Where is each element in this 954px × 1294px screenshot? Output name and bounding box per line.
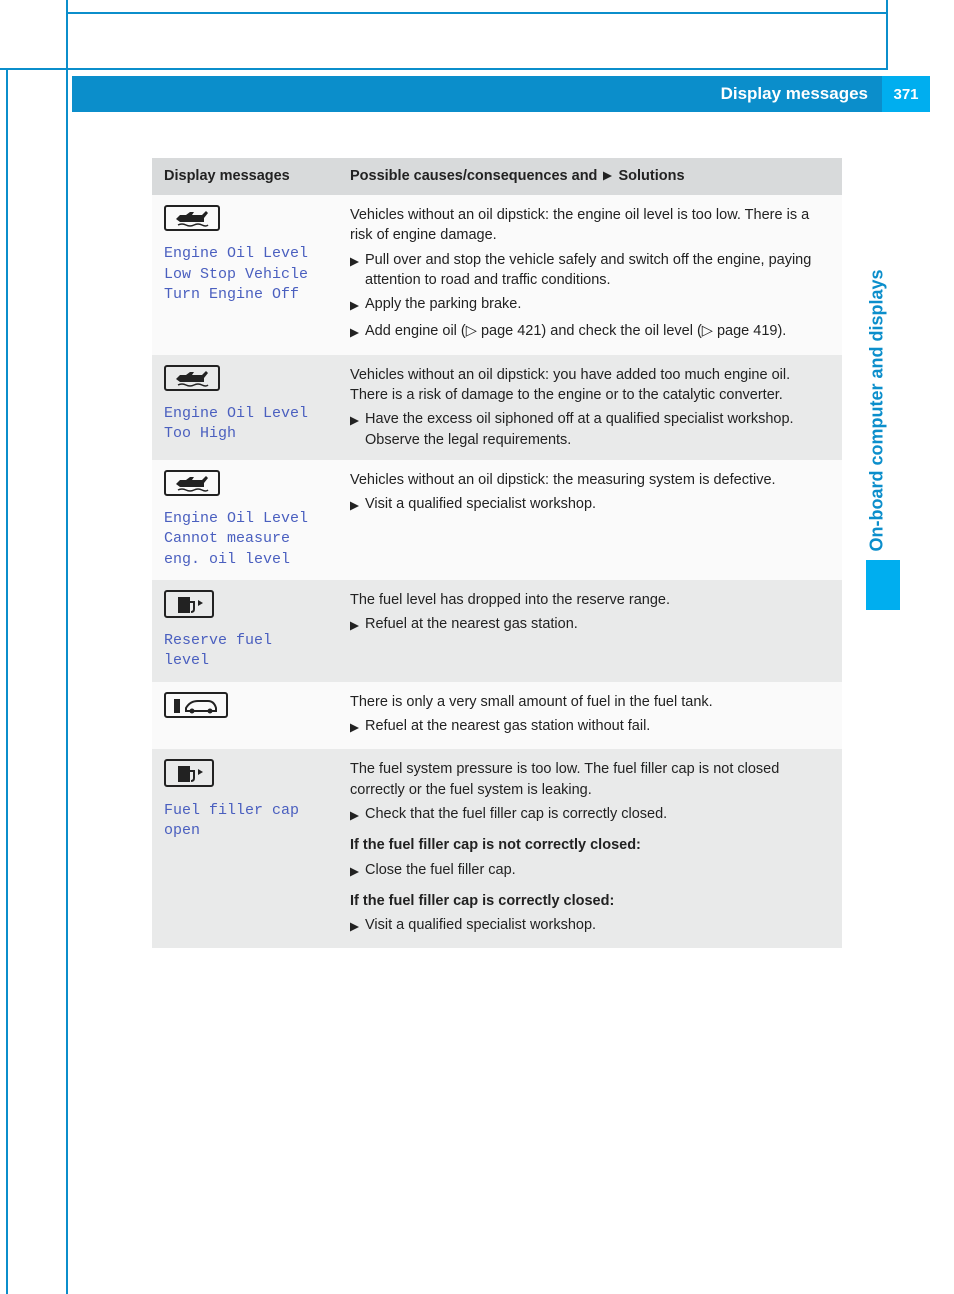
decor-line — [66, 0, 68, 1294]
solution-cell: The fuel level has dropped into the rese… — [338, 580, 842, 682]
solution-bullet-text: Pull over and stop the vehicle safely an… — [365, 250, 830, 291]
triangle-icon — [350, 494, 359, 517]
solution-intro: Vehicles without an oil dipstick: the en… — [350, 205, 830, 246]
decor-line — [66, 12, 886, 14]
warning-icon — [164, 590, 214, 618]
warning-icon — [164, 470, 220, 496]
solution-cell: Vehicles without an oil dipstick: the me… — [338, 460, 842, 580]
solution-cell: The fuel system pressure is too low. The… — [338, 749, 842, 948]
display-message-cell: Fuel filler cap open — [152, 749, 338, 948]
solution-cell: There is only a very small amount of fue… — [338, 682, 842, 750]
solution-bullet: Have the excess oil siphoned off at a qu… — [350, 409, 830, 450]
display-message-text: Engine Oil Level Too High — [164, 404, 326, 445]
header-title: Display messages — [721, 84, 882, 104]
triangle-icon — [350, 860, 359, 883]
header-band: Display messages — [72, 76, 882, 112]
triangle-icon — [350, 614, 359, 637]
messages-table: Display messages Possible causes/consequ… — [152, 158, 842, 948]
solution-intro: Vehicles without an oil dipstick: you ha… — [350, 365, 830, 406]
decor-line — [6, 70, 8, 1294]
solution-bullet: Close the fuel filler cap. — [350, 860, 830, 883]
col-header-solutions-prefix: Possible causes/consequences and — [350, 168, 597, 184]
solution-bullet: Apply the parking brake. — [350, 294, 830, 317]
solution-cell: Vehicles without an oil dipstick: the en… — [338, 195, 842, 355]
table-row: Fuel filler cap open The fuel system pres… — [152, 749, 842, 948]
triangle-icon — [350, 409, 359, 450]
solution-bullet: Check that the fuel filler cap is correc… — [350, 804, 830, 827]
solution-bullet: Visit a qualified specialist workshop. — [350, 494, 830, 517]
warning-icon — [164, 205, 220, 231]
warning-icon — [164, 692, 228, 718]
solution-bullet-text: Check that the fuel filler cap is correc… — [365, 804, 667, 827]
solution-intro: There is only a very small amount of fue… — [350, 692, 830, 712]
solution-bullet-text: Have the excess oil siphoned off at a qu… — [365, 409, 830, 450]
display-message-text: Reserve fuel level — [164, 631, 326, 672]
col-header-messages: Display messages — [152, 158, 338, 195]
col-header-solutions-suffix: Solutions — [618, 168, 684, 184]
page-number: 371 — [882, 76, 930, 112]
table-row: Engine Oil Level Low Stop Vehicle Turn E… — [152, 195, 842, 355]
solution-bullet: Refuel at the nearest gas station withou… — [350, 716, 830, 739]
display-message-text: Fuel filler cap open — [164, 801, 326, 842]
col-header-solutions: Possible causes/consequences and Solutio… — [338, 158, 842, 195]
solution-subheading: If the fuel filler cap is not correctly … — [350, 835, 830, 855]
solution-bullet-text: Visit a qualified specialist workshop. — [365, 915, 596, 938]
warning-icon — [164, 365, 220, 391]
side-tab-label: On-board computer and displays — [867, 269, 888, 551]
triangle-icon — [350, 716, 359, 739]
side-tab: On-board computer and displays — [862, 220, 892, 600]
warning-icon — [164, 759, 214, 787]
solution-intro: The fuel level has dropped into the rese… — [350, 590, 830, 610]
solution-bullet-text: Add engine oil (▷ page 421) and check th… — [365, 321, 786, 344]
table-row: Engine Oil Level Too High Vehicles withou… — [152, 355, 842, 460]
display-message-text: Engine Oil Level Low Stop Vehicle Turn E… — [164, 244, 326, 305]
display-message-cell: Engine Oil Level Cannot measure eng. oil… — [152, 460, 338, 580]
page-frame: Display messages 371 On-board computer a… — [0, 0, 954, 1294]
table-row: Engine Oil Level Cannot measure eng. oil… — [152, 460, 842, 580]
triangle-icon — [350, 915, 359, 938]
solution-bullet: Add engine oil (▷ page 421) and check th… — [350, 321, 830, 344]
solution-bullet-text: Visit a qualified specialist workshop. — [365, 494, 596, 517]
display-message-cell: Reserve fuel level — [152, 580, 338, 682]
solution-bullet-text: Refuel at the nearest gas station withou… — [365, 716, 650, 739]
solution-subheading: If the fuel filler cap is correctly clos… — [350, 891, 830, 911]
triangle-icon — [603, 169, 612, 185]
display-message-text: Engine Oil Level Cannot measure eng. oil… — [164, 509, 326, 570]
side-tab-marker — [866, 560, 900, 610]
display-message-cell: Engine Oil Level Too High — [152, 355, 338, 460]
solution-cell: Vehicles without an oil dipstick: you ha… — [338, 355, 842, 460]
solution-bullet: Pull over and stop the vehicle safely an… — [350, 250, 830, 291]
solution-bullet: Visit a qualified specialist workshop. — [350, 915, 830, 938]
triangle-icon — [350, 804, 359, 827]
decor-line — [0, 68, 886, 70]
display-message-cell — [152, 682, 338, 750]
triangle-icon — [350, 294, 359, 317]
solution-intro: The fuel system pressure is too low. The… — [350, 759, 830, 800]
solution-bullet-text: Close the fuel filler cap. — [365, 860, 516, 883]
solution-bullet-text: Apply the parking brake. — [365, 294, 521, 317]
page-number-text: 371 — [893, 86, 918, 103]
table-row: Reserve fuel level The fuel level has dro… — [152, 580, 842, 682]
triangle-icon — [350, 250, 359, 291]
table-row: There is only a very small amount of fue… — [152, 682, 842, 750]
solution-bullet: Refuel at the nearest gas station. — [350, 614, 830, 637]
triangle-icon — [350, 321, 359, 344]
display-message-cell: Engine Oil Level Low Stop Vehicle Turn E… — [152, 195, 338, 355]
solution-bullet-text: Refuel at the nearest gas station. — [365, 614, 578, 637]
decor-line — [886, 0, 888, 70]
solution-intro: Vehicles without an oil dipstick: the me… — [350, 470, 830, 490]
